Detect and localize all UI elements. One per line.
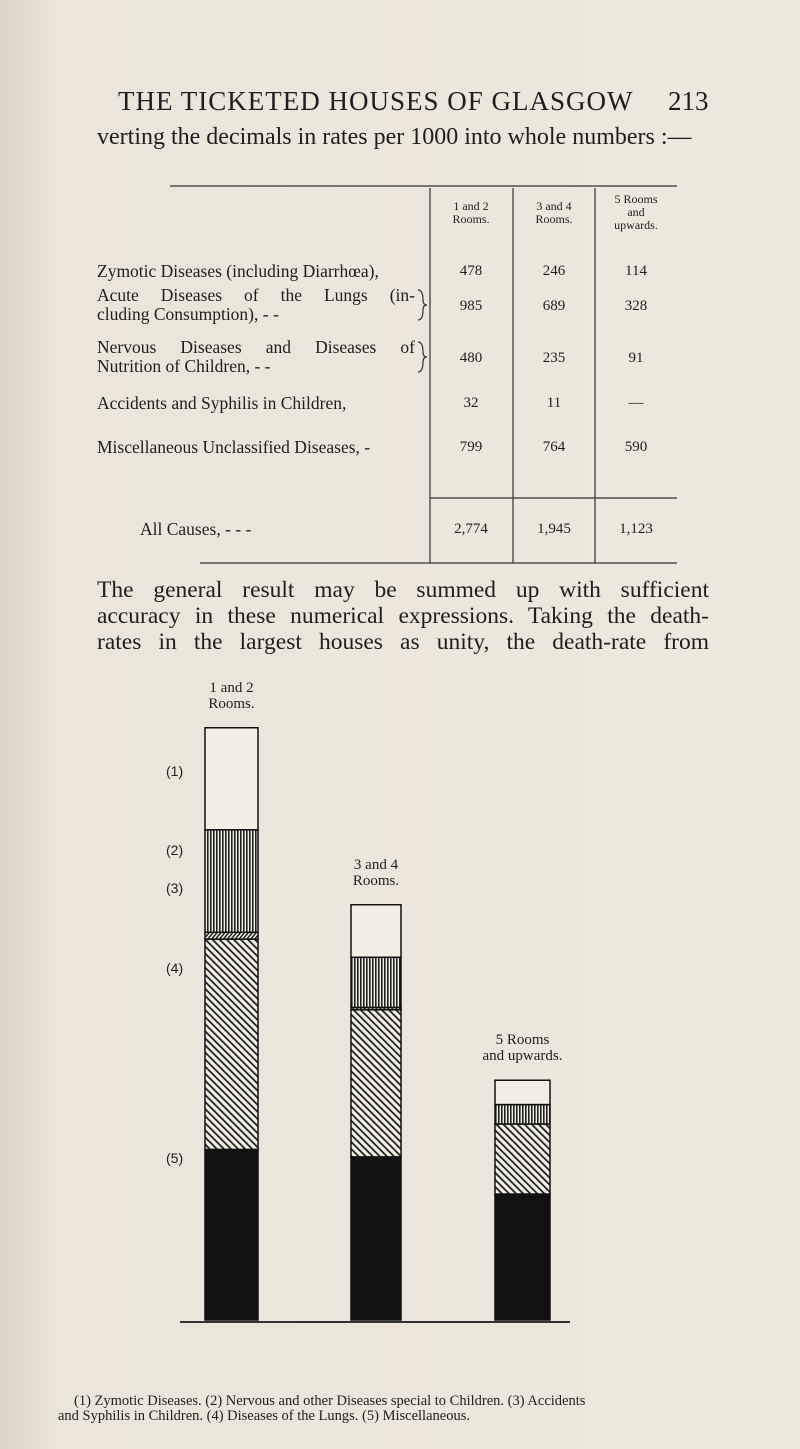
- table-cell: 246: [542, 263, 566, 279]
- column-header: Rooms.: [452, 212, 490, 226]
- bar-label: and upwards.: [482, 1048, 563, 1065]
- bars: [204, 727, 551, 1321]
- bar-segment: [204, 1148, 259, 1321]
- row-label: Nervous Diseases and Diseases of: [97, 337, 415, 357]
- table-cell: 985: [459, 298, 483, 314]
- table-cell: —: [628, 395, 644, 411]
- bar-segment: [350, 903, 402, 959]
- page-number: 213: [668, 86, 709, 116]
- bar-segment: [494, 1079, 551, 1106]
- table-cell: 480: [459, 350, 483, 366]
- column-header: 1 and 2: [453, 199, 489, 213]
- column-header: 5 Rooms: [614, 192, 658, 206]
- bar-label: 3 and 4: [353, 856, 399, 873]
- segment-label: (5): [166, 1150, 184, 1166]
- table-cell: 2,774: [454, 521, 488, 537]
- row-label: Acute Diseases of the Lungs (in-: [97, 285, 415, 305]
- bar-segment: [204, 931, 259, 940]
- table-cell: 764: [542, 439, 566, 455]
- table-cell: 32: [463, 395, 479, 411]
- row-label: Zymotic Diseases (including Diarrhœa),: [97, 261, 379, 281]
- table-cell: 1,945: [537, 521, 571, 537]
- bar-segment: [204, 727, 259, 831]
- bar-label: 5 Rooms: [495, 1032, 550, 1049]
- table-cell: 91: [628, 350, 644, 366]
- segment-label: (3): [166, 880, 184, 896]
- bar-segment: [494, 1103, 551, 1125]
- bar-segment: [350, 1009, 402, 1158]
- table-cell: 235: [542, 350, 566, 366]
- brace: [417, 289, 428, 321]
- row-label: Miscellaneous Unclassified Diseases, -: [97, 437, 371, 457]
- bar-segment: [204, 938, 259, 1151]
- bar-segment: [494, 1193, 551, 1321]
- segment-label: (1): [166, 763, 184, 779]
- intro-text: verting the decimals in rates per 1000 i…: [97, 124, 692, 150]
- row-label: Nutrition of Children, - -: [97, 356, 271, 376]
- table-cell: 328: [624, 298, 648, 314]
- bar-label: Rooms.: [208, 695, 255, 712]
- caption-line: (1) Zymotic Diseases. (2) Nervous and ot…: [74, 1393, 586, 1409]
- column-header: Rooms.: [535, 212, 573, 226]
- table-cell: 478: [459, 263, 483, 279]
- column-header: and: [627, 205, 645, 219]
- segment-label: (4): [166, 960, 184, 976]
- running-title: THE TICKETED HOUSES OF GLASGOW: [118, 86, 634, 116]
- table-cell: 114: [625, 263, 647, 279]
- row-label: Accidents and Syphilis in Children,: [97, 393, 347, 413]
- column-header: 3 and 4: [536, 199, 572, 213]
- bar-segment: [494, 1123, 551, 1195]
- caption-line: and Syphilis in Children. (4) Diseases o…: [58, 1408, 470, 1424]
- paragraph-line: The general result may be summed up with…: [97, 577, 709, 603]
- bar-label: 1 and 2: [209, 679, 254, 696]
- table-cell: 799: [459, 439, 483, 455]
- row-label: cluding Consumption), - -: [97, 304, 279, 324]
- paragraph-line: accuracy in these numerical expressions.…: [97, 603, 709, 629]
- table-cell: 1,123: [619, 521, 653, 537]
- bar-segment: [350, 956, 402, 1009]
- segment-label: (2): [166, 842, 184, 858]
- column-header: upwards.: [614, 218, 658, 232]
- table-cell: 689: [542, 298, 566, 314]
- bar-segment: [204, 829, 259, 934]
- table-rules: [170, 185, 677, 1323]
- table-cell: 590: [624, 439, 648, 455]
- row-label: All Causes, - - -: [140, 519, 252, 539]
- paragraph-line: rates in the largest houses as unity, th…: [97, 629, 709, 655]
- table-cell: 11: [546, 395, 562, 411]
- brace: [417, 341, 428, 373]
- bar-label: Rooms.: [352, 872, 400, 889]
- bar-segment: [350, 1156, 402, 1321]
